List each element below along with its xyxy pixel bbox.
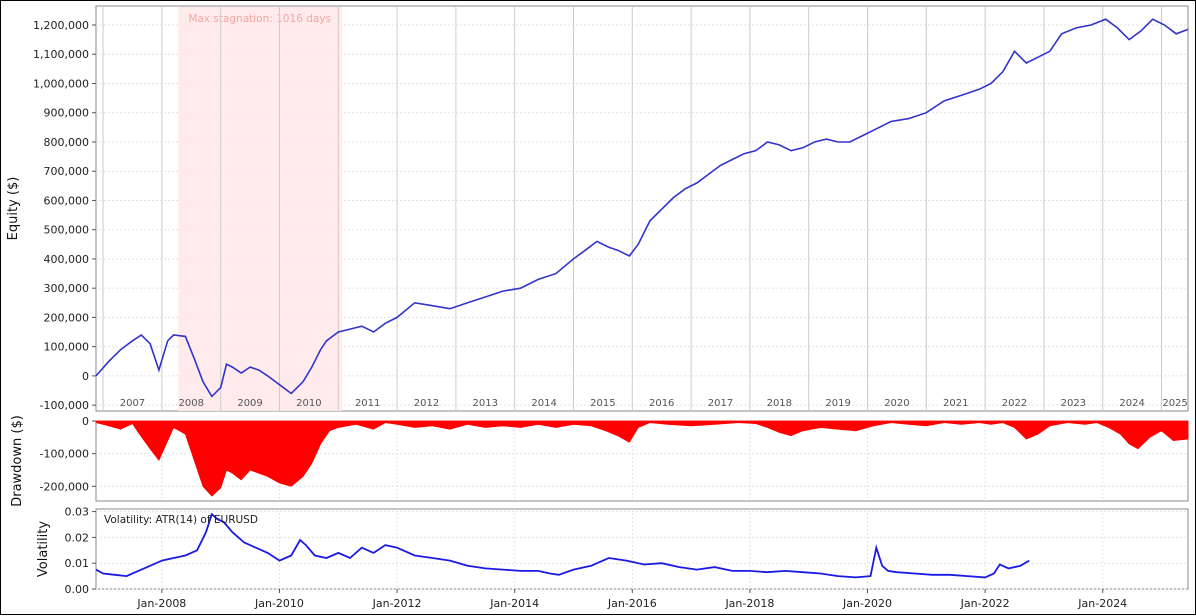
year-label: 2012	[414, 398, 439, 409]
year-label: 2019	[825, 398, 850, 409]
y-tick-label: 500,000	[44, 224, 90, 237]
x-tick-label: Jan-2020	[842, 597, 892, 610]
y-axis-title: Equity ($)	[6, 177, 21, 241]
x-tick-label: Jan-2024	[1077, 597, 1127, 610]
x-tick-label: Jan-2014	[489, 597, 539, 610]
y-tick-label: 400,000	[44, 253, 90, 266]
drawdown-area	[95, 420, 1189, 497]
stagnation-band	[178, 7, 342, 411]
year-label: 2011	[355, 398, 380, 409]
year-label: 2015	[590, 398, 615, 409]
volatility-line	[95, 512, 1030, 579]
y-tick-label: 0	[82, 415, 89, 428]
year-label: 2021	[943, 398, 968, 409]
y-tick-label: 800,000	[44, 136, 90, 149]
y-tick-label: 300,000	[44, 282, 90, 295]
x-tick-label: Jan-2010	[254, 597, 304, 610]
stagnation-label: Max stagnation: 1016 days	[188, 13, 331, 25]
x-tick-label: Jan-2008	[136, 597, 186, 610]
year-label: 2014	[531, 398, 556, 409]
y-tick-label: 0	[82, 370, 89, 383]
y-tick-label: -200,000	[40, 480, 89, 493]
y-tick-label: 700,000	[44, 165, 90, 178]
year-label: 2020	[884, 398, 909, 409]
x-tick-label: Jan-2016	[607, 597, 657, 610]
x-tick-label: Jan-2018	[724, 597, 774, 610]
y-tick-label: 600,000	[44, 194, 90, 207]
y-tick-label: -100,000	[40, 399, 89, 412]
year-label: 2018	[767, 398, 792, 409]
y-axis-title: Drawdown ($)	[10, 415, 25, 507]
year-label: 2008	[179, 398, 204, 409]
year-label: 2017	[708, 398, 733, 409]
y-tick-label: 1,200,000	[33, 19, 89, 32]
year-label: 2010	[296, 398, 321, 409]
year-label: 2023	[1061, 398, 1086, 409]
y-tick-label: 0.00	[65, 583, 90, 596]
year-label: 2022	[1002, 398, 1027, 409]
year-label: 2024	[1119, 398, 1144, 409]
y-tick-label: 1,000,000	[33, 77, 89, 90]
x-tick-label: Jan-2022	[960, 597, 1010, 610]
year-label: 2016	[649, 398, 674, 409]
y-tick-label: 0.03	[65, 506, 90, 519]
y-tick-label: 100,000	[44, 341, 90, 354]
y-axis-title: Volatility	[36, 521, 51, 577]
y-tick-label: -100,000	[40, 448, 89, 461]
year-label: 2025	[1162, 398, 1187, 409]
year-label: 2009	[237, 398, 262, 409]
x-tick-label: Jan-2012	[372, 597, 422, 610]
y-tick-label: 900,000	[44, 107, 90, 120]
y-tick-label: 0.01	[65, 557, 90, 570]
year-label: 2007	[120, 398, 145, 409]
y-tick-label: 1,100,000	[33, 48, 89, 61]
equity-line	[95, 18, 1189, 398]
y-tick-label: 200,000	[44, 311, 90, 324]
year-label: 2013	[473, 398, 498, 409]
y-tick-label: 0.02	[65, 531, 90, 544]
volatility-legend: Volatility: ATR(14) of EURUSD	[104, 514, 258, 526]
